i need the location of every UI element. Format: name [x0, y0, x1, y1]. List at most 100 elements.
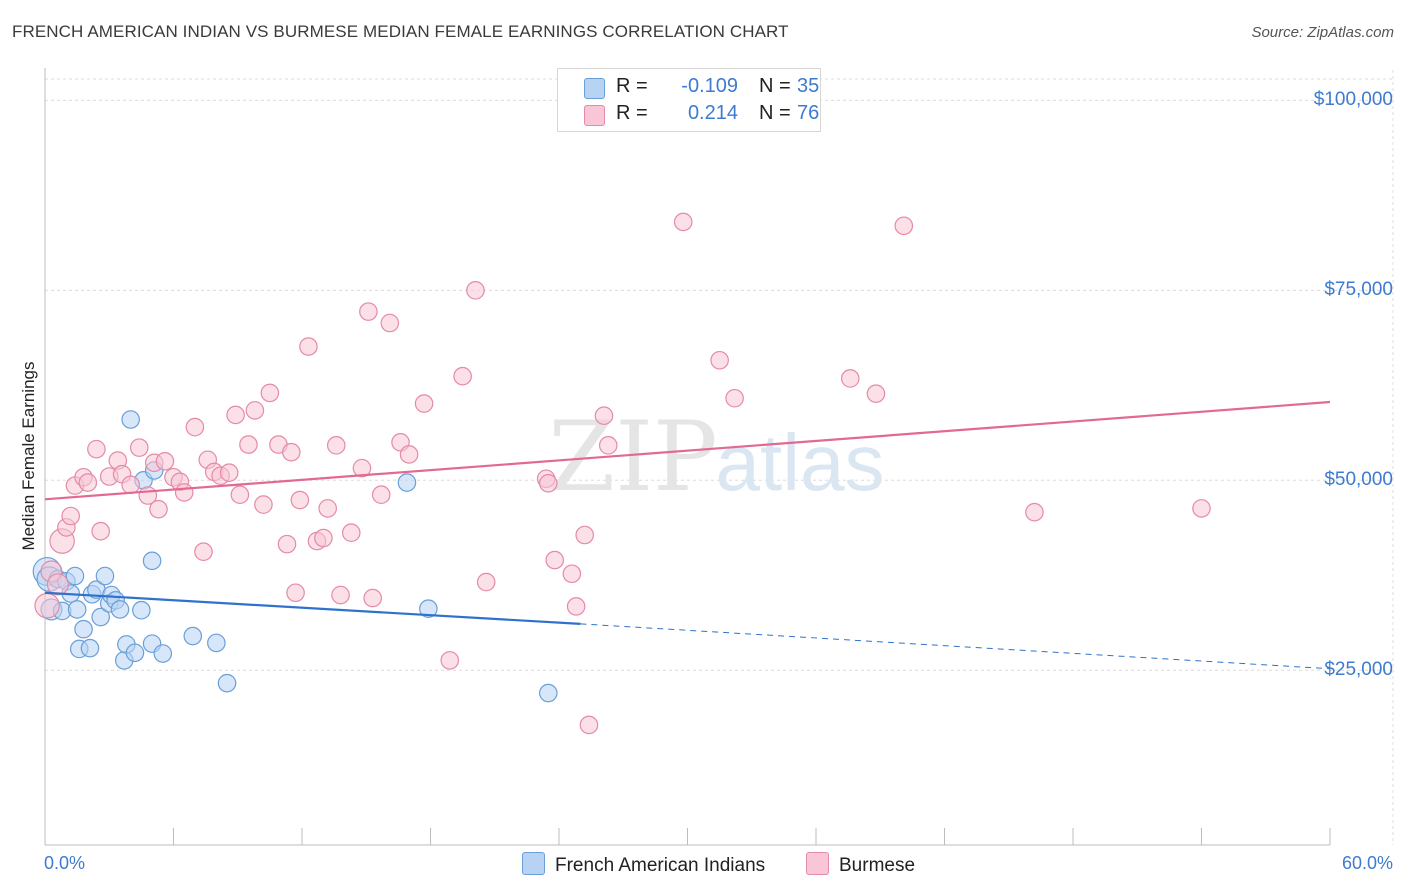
french-american-indians-point	[217, 673, 237, 693]
r-value: 0.214	[687, 102, 738, 124]
r-label: R =	[616, 102, 648, 124]
burmese-point	[129, 438, 149, 457]
y-tick-label: $50,000	[1324, 469, 1393, 491]
burmese-point	[174, 483, 194, 502]
french-american-indians-point	[419, 599, 438, 618]
burmese-point	[155, 452, 175, 471]
burmese-point	[579, 715, 599, 735]
french-american-indians-point	[125, 643, 145, 663]
burmese-point	[46, 573, 69, 596]
legend-item-burmese[interactable]: Burmese	[806, 852, 915, 877]
n-label: N =	[759, 102, 791, 124]
watermark-zip: ZIP	[548, 401, 717, 513]
burmese-trend-line	[44, 400, 1331, 501]
burmese-point	[1192, 499, 1211, 518]
french-american-indians-point	[91, 607, 110, 627]
burmese-point	[281, 442, 301, 462]
burmese-point	[219, 463, 239, 482]
burmese-point	[710, 350, 729, 370]
burmese-point	[299, 337, 318, 356]
french-american-indians-point	[67, 600, 87, 619]
burmese-point	[575, 525, 594, 545]
burmese-point	[245, 401, 265, 420]
burmese-point	[538, 474, 558, 493]
burmese-point	[598, 436, 618, 455]
burmese-point	[326, 436, 346, 455]
french-american-indians-point	[183, 626, 203, 646]
burmese-point	[562, 564, 582, 584]
burmese-point	[453, 366, 472, 386]
burmese-point	[318, 499, 337, 518]
burmese-point	[399, 445, 419, 464]
burmese-point	[230, 485, 250, 505]
burmese-point	[78, 473, 98, 492]
burmese-point	[440, 651, 460, 670]
burmese-point	[341, 523, 361, 543]
french-american-indians-point	[80, 638, 100, 658]
legend-item-french-american-indians[interactable]: French American Indians	[522, 852, 765, 877]
n-value: 35	[797, 75, 820, 97]
legend-swatch	[584, 105, 605, 126]
correlation-legend: R = -0.109 N = 35 R = 0.214 N = 76	[557, 68, 821, 132]
burmese-point	[34, 592, 60, 619]
y-tick-label: $25,000	[1324, 659, 1393, 681]
burmese-point	[91, 521, 110, 541]
burmese-point	[466, 281, 485, 300]
burmese-point	[894, 216, 914, 236]
burmese-point	[359, 302, 378, 321]
burmese-point	[290, 490, 310, 510]
french-american-indians-point	[397, 473, 417, 492]
burmese-point	[194, 542, 213, 562]
x-tick-label-min: 0.0%	[44, 853, 86, 873]
french-american-indians-point	[121, 410, 140, 429]
burmese-point	[352, 458, 372, 478]
french-american-indians-point	[538, 683, 558, 703]
r-value: -0.109	[681, 75, 738, 97]
y-tick-label: $75,000	[1324, 279, 1393, 301]
n-value: 76	[797, 102, 820, 124]
watermark-atlas: atlas	[716, 418, 885, 507]
french-american-indians-point	[142, 551, 162, 571]
burmese-point	[185, 417, 205, 437]
chart-title: FRENCH AMERICAN INDIAN VS BURMESE MEDIAN…	[12, 22, 789, 41]
burmese-point	[545, 550, 565, 570]
burmese-point	[414, 394, 434, 413]
french-american-indians-point	[95, 566, 115, 586]
burmese-point	[260, 383, 280, 403]
french-american-indians-point	[153, 644, 173, 663]
legend-swatch	[806, 852, 829, 875]
burmese-point	[363, 588, 382, 608]
burmese-point	[594, 406, 614, 426]
burmese-point	[239, 435, 258, 454]
burmese-point	[566, 597, 586, 616]
y-tick-label: $100,000	[1313, 89, 1393, 111]
burmese-point	[725, 388, 744, 408]
french-american-indians-point	[207, 633, 226, 653]
burmese-point	[61, 506, 80, 526]
burmese-point	[866, 384, 886, 403]
legend-label: Burmese	[839, 855, 916, 876]
burmese-point	[226, 405, 245, 425]
legend-swatch	[522, 852, 545, 875]
burmese-point	[840, 369, 860, 388]
burmese-point	[149, 499, 168, 519]
french-american-indians-trend-extension	[580, 623, 1331, 670]
legend-swatch	[584, 78, 605, 99]
french-american-indians-point	[74, 619, 93, 639]
burmese-point	[254, 495, 273, 514]
burmese-point	[121, 475, 140, 495]
burmese-point	[87, 439, 106, 459]
burmese-point	[673, 212, 693, 232]
french-american-indians-point	[110, 600, 130, 619]
x-tick-label-max: 60.0%	[1341, 853, 1393, 873]
burmese-point	[476, 572, 496, 592]
burmese-point	[286, 583, 305, 603]
burmese-point	[314, 528, 333, 548]
n-label: N =	[759, 75, 791, 97]
burmese-point	[277, 534, 297, 554]
burmese-point	[380, 313, 400, 333]
source-label: Source: ZipAtlas.com	[1251, 24, 1394, 41]
legend-label: French American Indians	[555, 855, 766, 876]
r-label: R =	[616, 75, 648, 97]
